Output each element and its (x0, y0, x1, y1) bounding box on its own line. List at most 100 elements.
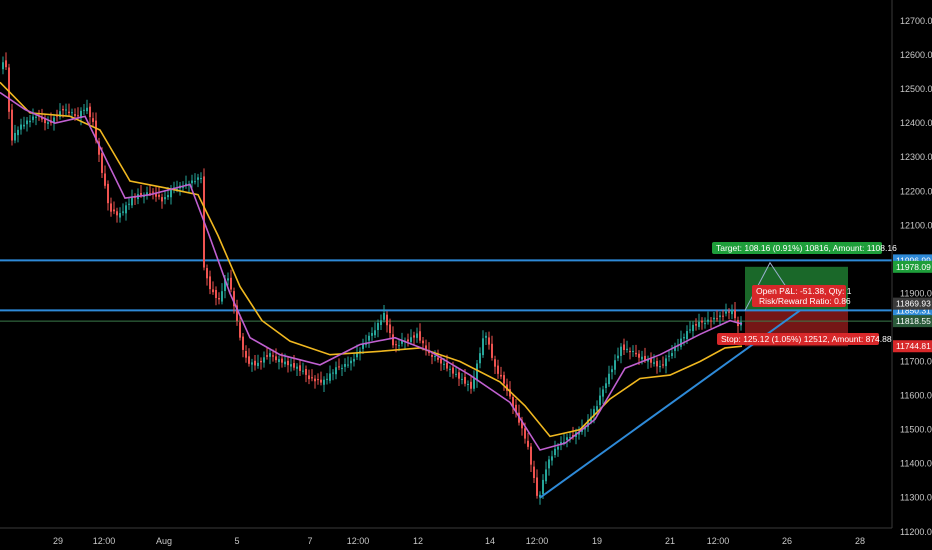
candle-body (278, 359, 280, 363)
candle-body (635, 352, 637, 355)
target-label-box (712, 242, 882, 254)
price-tag-text: 11869.93 (896, 299, 931, 309)
price-axis[interactable] (0, 0, 893, 529)
x-tick-label: 12:00 (93, 536, 116, 546)
candle-body (305, 369, 307, 375)
candle-body (41, 116, 43, 120)
candle-body (209, 276, 211, 290)
candle-body (641, 356, 643, 360)
candle-body (533, 466, 535, 479)
y-tick-label: 12500.00 (900, 84, 932, 94)
candle-body (683, 337, 685, 339)
candle-body (665, 358, 667, 367)
candle-body (509, 389, 511, 397)
candle-body (479, 353, 481, 364)
candle-body (362, 344, 364, 349)
candle-body (461, 378, 463, 380)
candle-body (80, 110, 82, 118)
candle-body (107, 183, 109, 204)
candle-body (176, 188, 178, 190)
candle-body (86, 107, 88, 112)
candle-body (524, 428, 526, 439)
candle-body (410, 337, 412, 342)
candle-body (584, 427, 586, 430)
candle-body (563, 441, 565, 443)
candle-body (242, 336, 244, 350)
candle-body (152, 191, 154, 193)
candle-body (578, 432, 580, 435)
candle-body (467, 383, 469, 385)
candle-body (299, 365, 301, 371)
candle-body (164, 197, 166, 200)
candle-body (512, 397, 514, 407)
candle-body (377, 323, 379, 331)
candle-body (521, 420, 523, 429)
candle-body (539, 494, 541, 498)
candle-body (146, 192, 148, 195)
candle-body (551, 456, 553, 461)
candle-body (98, 141, 100, 155)
candle-body (68, 111, 70, 114)
candle-body (200, 178, 202, 180)
price-tag (893, 260, 932, 273)
candle-body (74, 114, 76, 116)
candle-body (32, 116, 34, 120)
candle-body (671, 353, 673, 357)
candle-body (101, 153, 103, 173)
candle-body (719, 315, 721, 318)
candle-body (335, 367, 337, 375)
candle-body (62, 109, 64, 111)
candle-body (290, 364, 292, 367)
x-tick-label: 14 (485, 536, 495, 546)
candle-body (626, 348, 628, 350)
candle-body (191, 180, 193, 184)
candle-body (260, 360, 262, 363)
candle-body (476, 363, 478, 381)
candle-body (158, 194, 160, 197)
y-tick-label: 11500.00 (900, 425, 932, 435)
candle-body (491, 343, 493, 358)
x-tick-label: 29 (53, 536, 63, 546)
candle-body (155, 192, 157, 197)
candle-body (14, 132, 16, 141)
candle-body (440, 358, 442, 364)
y-tick-label: 11900.00 (900, 288, 932, 298)
candle-body (650, 358, 652, 363)
candle-body (77, 115, 79, 117)
x-tick-label: 12:00 (347, 536, 370, 546)
moving-average-line (0, 81, 743, 438)
horizontal-lines (0, 259, 892, 322)
candle-body (455, 373, 457, 375)
candle-body (425, 345, 427, 351)
candle-body (686, 331, 688, 339)
candle-body (215, 289, 217, 299)
candle-body (497, 365, 499, 374)
candle-body (632, 350, 634, 352)
candle-body (668, 355, 670, 357)
candle-body (11, 109, 13, 141)
candle-body (416, 333, 418, 338)
candle-body (272, 355, 274, 357)
moving-average-line (0, 91, 743, 451)
candle-body (56, 115, 58, 117)
candle-body (338, 366, 340, 368)
candle-body (704, 323, 706, 325)
candle-body (122, 211, 124, 213)
candle-body (680, 338, 682, 347)
candle-body (614, 360, 616, 370)
candle-body (89, 106, 91, 118)
candle-body (419, 331, 421, 341)
candle-body (92, 118, 94, 122)
candle-body (734, 310, 736, 319)
candle-body (320, 379, 322, 383)
y-tick-labels: 12700.00 12600.00 12500.00 12400.00 12300.00… (900, 16, 932, 537)
candle-body (287, 360, 289, 366)
candle-body (653, 362, 655, 364)
candle-body (236, 305, 238, 321)
candle-body (527, 440, 529, 447)
candle-body (245, 351, 247, 358)
candle-body (716, 318, 718, 320)
candle-body (566, 437, 568, 441)
candle-body (413, 335, 415, 338)
